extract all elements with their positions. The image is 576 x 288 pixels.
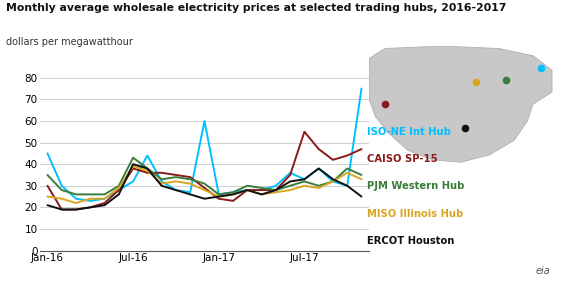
Text: dollars per megawatthour: dollars per megawatthour (6, 37, 132, 48)
Text: MISO Illinois Hub: MISO Illinois Hub (367, 209, 464, 219)
Text: eia: eia (535, 266, 550, 276)
Text: Monthly average wholesale electricity prices at selected trading hubs, 2016-2017: Monthly average wholesale electricity pr… (6, 3, 506, 13)
Polygon shape (370, 46, 552, 162)
Text: ERCOT Houston: ERCOT Houston (367, 236, 455, 246)
Text: ISO-NE Int Hub: ISO-NE Int Hub (367, 127, 452, 137)
Text: CAISO SP-15: CAISO SP-15 (367, 154, 438, 164)
Text: PJM Western Hub: PJM Western Hub (367, 181, 465, 192)
